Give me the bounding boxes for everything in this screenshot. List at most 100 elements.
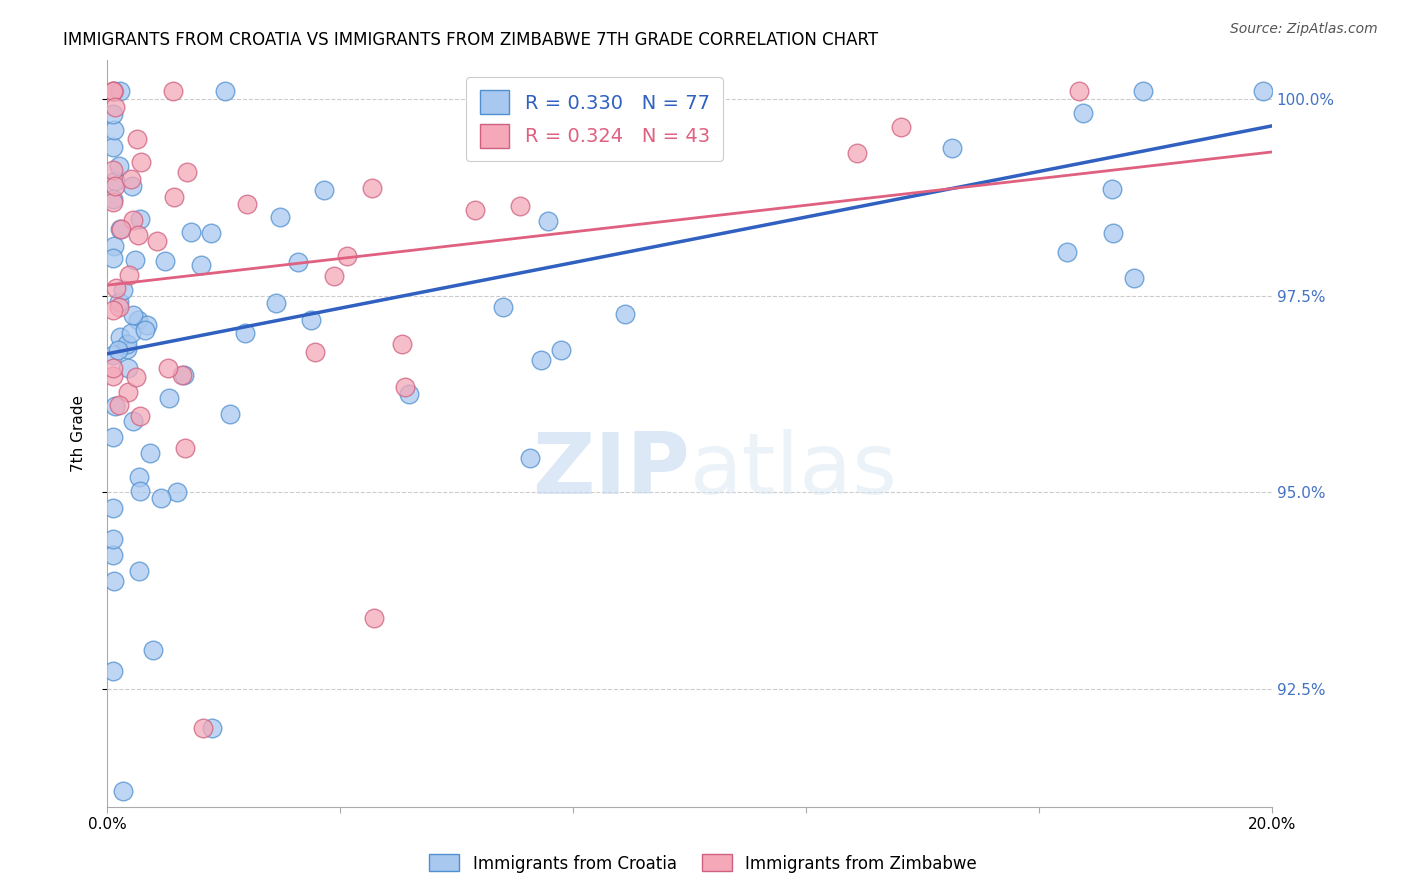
Point	[846, 146, 869, 161]
Point	[104, 174, 127, 188]
Point	[111, 283, 134, 297]
Point	[190, 258, 212, 272]
Legend: R = 0.330   N = 77, R = 0.324   N = 43: R = 0.330 N = 77, R = 0.324 N = 43	[467, 77, 723, 161]
Point	[269, 210, 291, 224]
Point	[162, 84, 184, 98]
Y-axis label: 7th Grade: 7th Grade	[72, 395, 86, 472]
Point	[159, 391, 181, 405]
Legend: Immigrants from Croatia, Immigrants from Zimbabwe: Immigrants from Croatia, Immigrants from…	[423, 847, 983, 880]
Point	[136, 318, 159, 332]
Point	[191, 721, 214, 735]
Point	[163, 190, 186, 204]
Point	[103, 179, 125, 194]
Text: Source: ZipAtlas.com: Source: ZipAtlas.com	[1230, 22, 1378, 37]
Point	[530, 353, 553, 368]
Point	[129, 154, 152, 169]
Point	[101, 501, 124, 516]
Point	[614, 308, 637, 322]
Point	[509, 199, 531, 213]
Point	[142, 642, 165, 657]
Point	[108, 330, 131, 344]
Point	[127, 313, 149, 327]
Point	[200, 226, 222, 240]
Point	[120, 326, 142, 340]
Point	[1067, 84, 1090, 98]
Point	[1101, 226, 1123, 240]
Point	[166, 485, 188, 500]
Point	[180, 225, 202, 239]
Point	[117, 385, 139, 400]
Point	[492, 301, 515, 315]
Point	[107, 343, 129, 357]
Point	[101, 368, 124, 383]
Point	[129, 483, 152, 498]
Point	[176, 165, 198, 179]
Point	[134, 323, 156, 337]
Point	[101, 194, 124, 209]
Point	[464, 202, 486, 217]
Point	[312, 183, 335, 197]
Point	[101, 140, 124, 154]
Point	[120, 172, 142, 186]
Point	[122, 213, 145, 227]
Point	[101, 533, 124, 547]
Point	[537, 213, 560, 227]
Point	[139, 446, 162, 460]
Point	[323, 268, 346, 283]
Point	[1251, 84, 1274, 98]
Point	[108, 84, 131, 98]
Point	[108, 300, 131, 314]
Point	[218, 407, 240, 421]
Point	[398, 387, 420, 401]
Point	[101, 163, 124, 178]
Point	[1056, 244, 1078, 259]
Point	[104, 100, 127, 114]
Point	[470, 84, 492, 98]
Point	[118, 268, 141, 283]
Point	[550, 343, 572, 357]
Point	[112, 784, 135, 798]
Point	[700, 84, 723, 98]
Point	[394, 379, 416, 393]
Point	[519, 451, 541, 466]
Point	[890, 120, 912, 135]
Point	[233, 326, 256, 340]
Point	[127, 132, 149, 146]
Point	[108, 159, 131, 173]
Point	[103, 123, 125, 137]
Point	[941, 141, 963, 155]
Point	[1071, 106, 1094, 120]
Point	[104, 281, 127, 295]
Point	[108, 222, 131, 236]
Point	[1101, 182, 1123, 196]
Point	[101, 84, 124, 98]
Point	[172, 368, 194, 382]
Point	[103, 574, 125, 588]
Point	[101, 251, 124, 265]
Point	[214, 84, 236, 98]
Point	[128, 564, 150, 578]
Point	[108, 398, 131, 412]
Point	[661, 84, 683, 98]
Point	[287, 254, 309, 268]
Point	[117, 337, 139, 351]
Point	[336, 249, 359, 263]
Point	[127, 228, 149, 243]
Point	[104, 399, 127, 413]
Point	[103, 84, 125, 98]
Point	[121, 178, 143, 193]
Point	[101, 361, 124, 376]
Point	[1122, 271, 1144, 285]
Point	[128, 211, 150, 226]
Text: ZIP: ZIP	[531, 429, 689, 512]
Point	[101, 303, 124, 318]
Point	[115, 342, 138, 356]
Point	[101, 348, 124, 362]
Point	[264, 295, 287, 310]
Point	[1132, 84, 1154, 98]
Point	[128, 469, 150, 483]
Point	[110, 222, 132, 236]
Point	[299, 312, 322, 326]
Point	[101, 430, 124, 444]
Point	[129, 409, 152, 423]
